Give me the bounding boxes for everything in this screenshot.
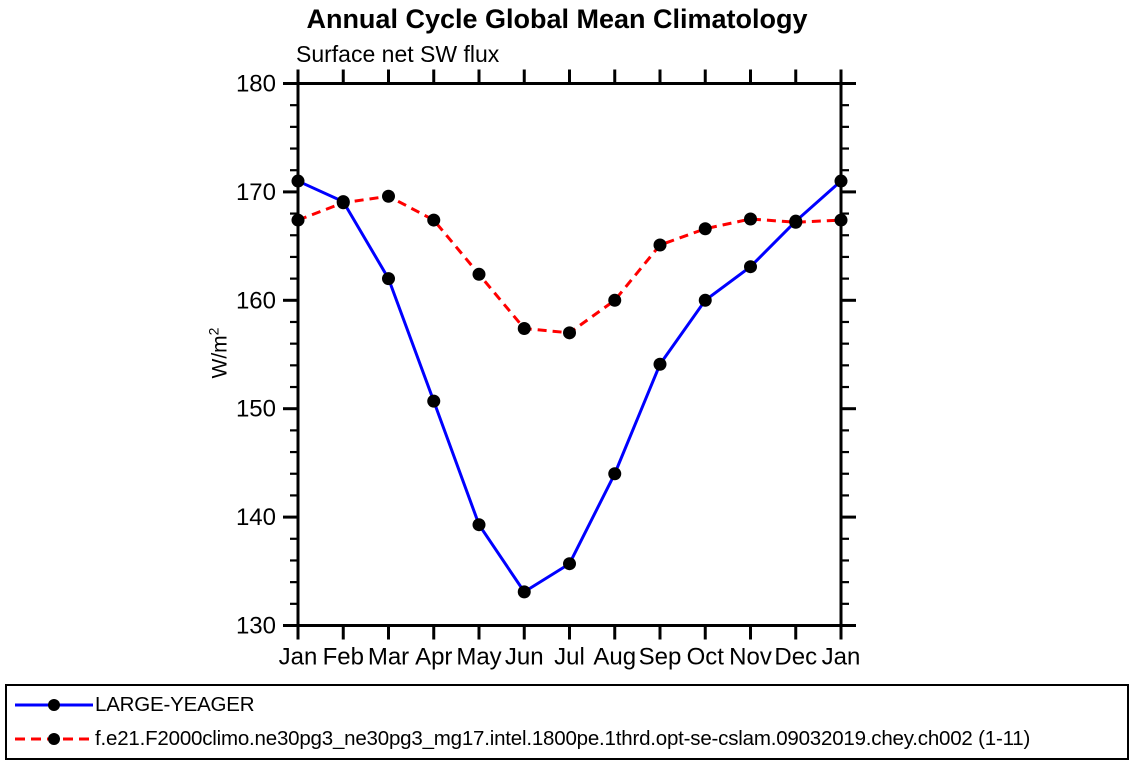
data-point-marker	[382, 272, 395, 286]
x-tick-label: Jan	[279, 644, 318, 671]
data-point-marker	[472, 267, 486, 281]
x-tick-label: Nov	[729, 644, 772, 671]
data-point-marker	[427, 394, 441, 408]
data-point-marker	[653, 238, 667, 252]
data-point-marker	[291, 174, 305, 188]
x-tick-label: Aug	[593, 644, 636, 671]
x-tick-label: Jul	[554, 644, 585, 671]
x-tick-label: Mar	[368, 644, 409, 671]
data-point-marker	[291, 213, 305, 227]
legend-row-model-run: f.e21.F2000climo.ne30pg3_ne30pg3_mg17.in…	[13, 722, 1127, 756]
data-point-marker	[517, 321, 531, 335]
data-point-marker	[698, 222, 712, 236]
data-point-marker	[517, 585, 531, 599]
legend-row-large-yeager: LARGE-YEAGER	[13, 688, 1127, 722]
data-point-marker	[744, 260, 757, 274]
data-point-marker	[744, 212, 757, 226]
y-tick-label: 180	[236, 71, 276, 98]
legend-line-sample-dashed-icon	[15, 733, 93, 745]
data-point-marker	[608, 293, 622, 307]
chart-title: Annual Cycle Global Mean Climatology	[306, 4, 808, 34]
x-tick-label: Dec	[774, 644, 817, 671]
y-tick-label: 130	[236, 613, 276, 640]
data-point-marker	[698, 293, 712, 307]
y-tick-label: 140	[236, 504, 276, 531]
data-point-marker	[608, 467, 622, 481]
plot-frame	[296, 82, 843, 627]
data-point-marker	[563, 557, 576, 571]
series-line-0	[297, 179, 842, 594]
x-tick-label: Apr	[415, 644, 452, 671]
data-point-marker	[472, 518, 486, 532]
data-point-marker	[563, 326, 576, 340]
y-tick-label: 150	[236, 396, 276, 423]
data-point-marker	[789, 215, 803, 229]
x-tick-label: Feb	[323, 644, 364, 671]
y-tick-label: 160	[236, 287, 276, 314]
y-tick-label: 170	[236, 179, 276, 206]
x-tick-label: Oct	[687, 644, 725, 671]
x-tick-label: Jan	[822, 644, 861, 671]
x-tick-label: Sep	[639, 644, 682, 671]
data-point-marker	[427, 213, 441, 227]
data-point-marker	[834, 213, 848, 227]
legend: LARGE-YEAGER f.e21.F2000climo.ne30pg3_ne…	[5, 684, 1129, 760]
data-point-marker	[382, 189, 395, 203]
data-point-marker	[653, 357, 667, 371]
data-point-marker	[336, 196, 350, 210]
legend-line-sample-solid-icon	[15, 699, 93, 711]
legend-label-model-run: f.e21.F2000climo.ne30pg3_ne30pg3_mg17.in…	[95, 727, 1031, 750]
x-tick-label: May	[456, 644, 501, 671]
chart-subtitle: Surface net SW flux	[296, 41, 500, 67]
data-point-marker	[834, 174, 848, 188]
legend-label-large-yeager: LARGE-YEAGER	[95, 693, 255, 716]
x-tick-label: Jun	[505, 644, 544, 671]
